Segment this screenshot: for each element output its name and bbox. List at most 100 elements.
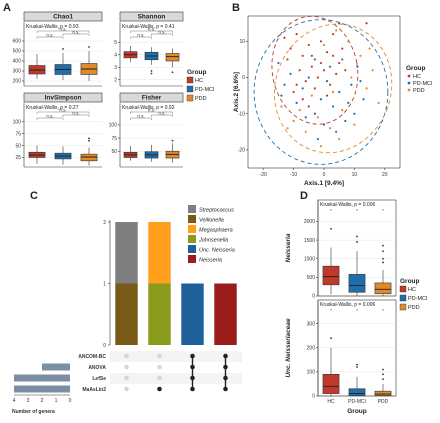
outlier-point [382,368,384,371]
panel-a-facet-invsimpson: InvSimpson 25 50 75 100 Kruskal-Wallis, p = 0… [13,92,103,168]
point-pd-mci [362,98,365,101]
stat-label: Kruskal-Wallis, p = 0.93 [26,24,79,30]
stat-label: Kruskal-Wallis, p = 0.006 [320,302,375,308]
legend-label: Megasphaera [199,228,233,234]
point-hc [301,54,304,57]
facet-title: InvSimpson [45,95,82,102]
sig-bracket [36,111,90,114]
legend-marker [407,81,411,85]
y-tick-label: 75 [111,136,117,142]
point-hc [332,54,335,57]
outlier-point [330,337,332,340]
stat-label: Kruskal-Wallis, p = 0.41 [122,24,175,30]
y-tick-label: 0 [103,343,106,349]
matrix-dot-off [124,353,129,359]
ellipse-pdd [273,23,393,154]
legend-label: Streptococcus [199,208,234,214]
point-hc [307,43,310,47]
legend-label: HC [408,287,416,293]
sig-label: n.s. [137,32,144,37]
point-hc [313,58,316,61]
panel-c-upset: 0 1 2 Streptococcus Veillonella Megasphaera Jo… [12,205,242,415]
outlier-point [356,235,358,238]
legend-swatch [186,85,194,93]
legend-label: HC [195,78,203,84]
x-tick-label: -20 [260,172,267,178]
legend-swatch [188,205,196,213]
sig-star: * [382,208,384,213]
point-pd-mci [347,101,350,104]
outlier-point [356,366,358,368]
sig-bracket [130,36,152,39]
legend-swatch [188,235,196,243]
y-tick-label: 400 [13,59,22,65]
y-tick-label: 1000 [304,256,315,262]
x-axis-label: Axis.1 [9.4%] [304,180,344,187]
point-pdd [350,76,353,79]
point-pd-mci [301,87,304,90]
x-tick-label: PD-MCI [348,399,366,405]
panel-letter-c: C [30,190,38,202]
matrix-dot-off [124,364,129,370]
facet-title: Chao1 [53,14,73,21]
outlier-point [88,46,90,48]
legend-label: PD-MCI [195,87,215,93]
point-pdd [338,137,341,141]
matrix-dot-off [157,375,162,381]
y-tick-label: 25 [15,155,21,161]
sig-bracket [151,33,173,36]
point-pd-mci [359,80,362,83]
sig-label: n.s. [72,29,79,34]
legend-label: PD-MCI [413,81,433,87]
outlier-point [150,70,153,72]
sig-bracket [36,30,90,33]
outlier-point [382,257,384,260]
legend-label: HC [413,74,421,80]
method-label: ANCOM-BC [78,354,106,360]
point-pdd [341,108,344,112]
panel-letter-b: B [232,2,240,14]
method-count-bar [14,385,70,393]
point-pd-mci [295,101,298,104]
point-pdd [304,130,307,133]
point-hc [332,32,335,36]
box-pdd [80,153,98,162]
y-tick-label: 2 [114,77,117,83]
sig-label: n.s. [137,113,144,118]
outlier-point [330,228,332,230]
y-tick-label: 500 [13,49,22,55]
facet-strip [119,11,184,22]
x-tick-label: PDD [378,399,389,405]
point-hc [298,69,301,72]
point-pd-mci [316,137,320,141]
point-hc [341,47,344,50]
y-tick-label: 300 [13,69,22,75]
point-hc [319,40,323,43]
y-tick-label: 600 [13,39,22,45]
y-tick-label: 200 [13,79,22,85]
outlier-point [88,137,90,140]
point-hc [328,83,332,86]
point-pd-mci [277,61,280,65]
count-tick-label: 2 [41,398,44,404]
bar-segment [181,283,204,345]
legend-swatch [188,215,196,223]
bar-segment [214,283,237,345]
box-hc [322,265,340,286]
matrix-dot-off [157,364,162,370]
y-tick-label: 1 [103,282,106,288]
facet-strip [119,92,184,103]
point-hc [338,61,341,65]
matrix-row-band [110,373,242,384]
outlier-point [382,373,384,376]
panel-letter-a: A [3,2,11,14]
outlier-point [382,261,384,264]
y-tick-label: 200 [307,345,316,351]
method-count-bar [14,374,70,382]
point-pdd [371,69,374,72]
plot-area [247,15,401,169]
y-axis-label: Axis.2 [6.6%] [233,72,240,112]
point-pd-mci [353,112,356,115]
ellipse-hc [271,15,359,125]
